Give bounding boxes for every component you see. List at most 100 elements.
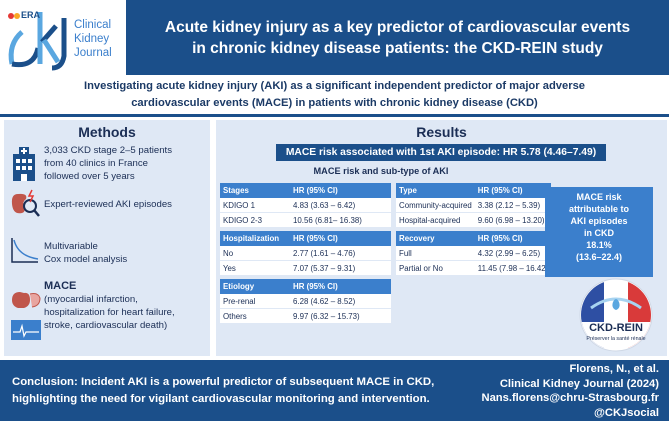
table-row: Partial or No 11.45 (7.98 – 16.42) [396, 260, 552, 276]
hr-header: HR (95% CI) [474, 231, 552, 246]
row-hr: 6.28 (4.62 – 8.52) [290, 294, 391, 309]
table-header-hospitalization: Hospitalization HR (95% CI) [220, 231, 391, 246]
row-hr: 4.83 (3.63 – 6.42) [290, 198, 391, 213]
table-row: Yes 7.07 (5.37 – 9.31) [220, 260, 391, 276]
row-label: Community-acquired [396, 198, 475, 213]
table-header-stages: Stages HR (95% CI) [220, 183, 391, 198]
title-line-2: in chronic kidney disease patients: the … [192, 39, 603, 57]
table-header-recovery: Recovery HR (95% CI) [396, 231, 552, 246]
group-name: Recovery [396, 231, 475, 246]
ckd-rein-name: CKD-REIN [589, 322, 643, 334]
table-header-type: Type HR (95% CI) [396, 183, 552, 198]
mace-title: MACE [44, 280, 77, 292]
citation-email[interactable]: Nans.florens@chru-Strasbourg.fr [481, 392, 659, 404]
table-header-etiology: Etiology HR (95% CI) [220, 279, 391, 294]
group-name: Etiology [220, 279, 290, 294]
mace-line-3: stroke, cardiovascular death) [44, 320, 168, 331]
row-hr: 9.97 (6.32 – 15.73) [290, 308, 391, 324]
journal-name: Clinical Kidney Journal [74, 18, 112, 60]
results-table-right: Type HR (95% CI) Community-acquired 3.38… [396, 183, 552, 276]
kidney-icon [11, 189, 40, 217]
results-table-left: Stages HR (95% CI) KDIGO 1 4.83 (3.63 – … [220, 183, 391, 324]
row-label: Partial or No [396, 260, 475, 276]
cox-line-2: Cox model analysis [44, 254, 128, 265]
ckd-rein-tagline: Préserver la santé rénale [586, 336, 646, 342]
survival-curve-icon [11, 238, 39, 263]
table-row: Others 9.97 (6.32 – 15.73) [220, 308, 391, 324]
cohort-line-3: followed over 5 years [44, 171, 135, 182]
mace-line-2: hospitalization for heart failure, [44, 307, 175, 318]
row-hr: 11.45 (7.98 – 16.42) [474, 260, 552, 276]
row-label: Pre-renal [220, 294, 290, 309]
aki-text: Expert-reviewed AKI episodes [44, 199, 172, 210]
row-label: KDIGO 2-3 [220, 212, 290, 228]
results-title: Results [416, 124, 467, 140]
group-name: Hospitalization [220, 231, 290, 246]
table-row: KDIGO 2-3 10.56 (6.81– 16.38) [220, 212, 391, 228]
row-label: Others [220, 308, 290, 324]
page-title: Acute kidney injury as a key predictor o… [126, 0, 669, 75]
subtitle-line-1: Investigating acute kidney injury (AKI) … [83, 79, 586, 92]
subtitle-line-2: cardiovascular events (MACE) in patients… [131, 96, 538, 109]
attr-line-4: in CKD [584, 228, 614, 238]
mace-text: MACE (myocardial infarction, hospitaliza… [44, 280, 175, 332]
attr-line-3: AKI episodes [570, 216, 628, 226]
cohort-text: 3,033 CKD stage 2–5 patients from 40 cli… [44, 144, 172, 183]
group-name: Stages [220, 183, 290, 198]
row-label: Yes [220, 260, 290, 276]
row-label: Full [396, 246, 475, 261]
methods-title: Methods [78, 124, 136, 140]
row-label: KDIGO 1 [220, 198, 290, 213]
hr-header: HR (95% CI) [290, 279, 391, 294]
hr-header: HR (95% CI) [474, 183, 552, 198]
cohort-line-2: from 40 clinics in France [44, 158, 148, 169]
conclusion-line-2: highlighting the need for vigilant cardi… [12, 393, 430, 405]
row-hr: 9.60 (6.98 – 13.20) [474, 212, 552, 228]
hospital-icon [13, 147, 35, 181]
citation-social[interactable]: @CKJsocial [593, 406, 659, 419]
hr-header: HR (95% CI) [290, 183, 391, 198]
row-label: No [220, 246, 290, 261]
results-panel: Results MACE risk associated with 1st AK… [216, 120, 667, 356]
cohort-line-1: 3,033 CKD stage 2–5 patients [44, 145, 173, 156]
cox-line-1: Multivariable [44, 241, 98, 252]
table-row: Hospital-acquired 9.60 (6.98 – 13.20) [396, 212, 552, 228]
table-caption: MACE risk and sub-type of AKI [313, 166, 449, 176]
table-row: Community-acquired 3.38 (2.12 – 5.39) [396, 198, 552, 213]
title-line-1: Acute kidney injury as a key predictor o… [164, 18, 631, 36]
attr-line-1: MACE risk [576, 192, 622, 202]
cox-text: Multivariable Cox model analysis [44, 240, 127, 266]
conclusion-text: Conclusion: Incident AKI is a powerful p… [12, 374, 452, 408]
citation: Florens, N., et al. Clinical Kidney Jour… [439, 362, 659, 420]
mace-line-1: (myocardial infarction, [44, 294, 138, 305]
citation-author: Florens, N., et al. [569, 363, 659, 375]
journal-line-1: Clinical [74, 19, 112, 31]
attr-value: 18.1% [586, 240, 612, 250]
header: ERA Clinical Kidney Journal Acute kidney… [0, 0, 669, 75]
attr-ci: (13.6–22.4) [575, 252, 623, 262]
table-row: No 2.77 (1.61 – 4.76) [220, 246, 391, 261]
row-hr: 4.32 (2.99 – 6.25) [474, 246, 552, 261]
group-name: Type [396, 183, 475, 198]
attr-line-2: attributable to [569, 204, 629, 214]
ckj-logo: ERA Clinical Kidney Journal [4, 4, 122, 71]
row-hr: 7.07 (5.37 – 9.31) [290, 260, 391, 276]
journal-line-2: Kidney [74, 33, 110, 45]
hr-header: HR (95% CI) [290, 231, 391, 246]
era-label: ERA [21, 10, 41, 20]
ckd-rein-logo: CKD-REIN Préserver la santé rénale [579, 278, 653, 352]
attributable-risk-box: MACE risk attributable to AKI episodes i… [545, 187, 653, 277]
row-hr: 3.38 (2.12 – 5.39) [474, 198, 552, 213]
table-row: Pre-renal 6.28 (4.62 – 8.52) [220, 294, 391, 309]
journal-line-3: Journal [74, 47, 112, 59]
row-hr: 10.56 (6.81– 16.38) [290, 212, 391, 228]
subtitle: Investigating acute kidney injury (AKI) … [0, 75, 669, 117]
table-row: Full 4.32 (2.99 – 6.25) [396, 246, 552, 261]
heart-brain-ecg-icon [11, 292, 41, 340]
row-label: Hospital-acquired [396, 212, 475, 228]
conclusion-line-1: Conclusion: Incident AKI is a powerful p… [12, 376, 435, 388]
conclusion-bar: Conclusion: Incident AKI is a powerful p… [0, 360, 669, 421]
mace-risk-banner: MACE risk associated with 1st AKI episod… [276, 144, 606, 161]
citation-journal: Clinical Kidney Journal (2024) [499, 377, 659, 390]
